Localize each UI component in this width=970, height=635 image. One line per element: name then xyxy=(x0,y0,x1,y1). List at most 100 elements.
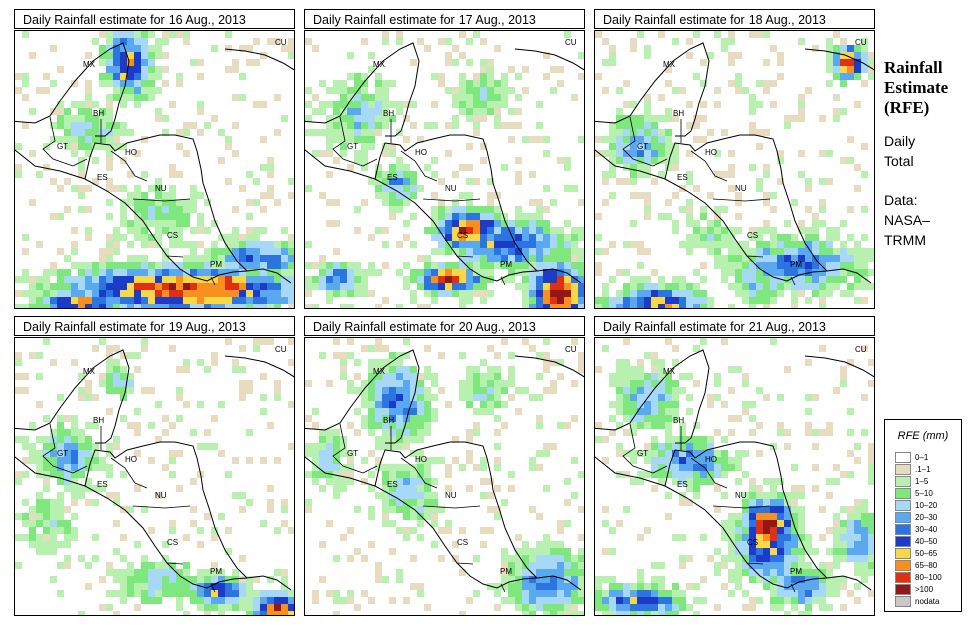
rain-cell xyxy=(176,366,183,373)
rain-cell xyxy=(431,499,438,506)
rain-cell xyxy=(515,206,522,213)
rain-cell xyxy=(43,297,50,304)
rain-cell xyxy=(473,422,480,429)
rain-cell xyxy=(113,436,120,443)
rain-cell xyxy=(106,80,113,87)
rain-cell xyxy=(564,590,571,597)
rain-cell xyxy=(473,227,480,234)
rain-cell xyxy=(595,269,602,276)
rain-cell xyxy=(658,94,665,101)
rain-cell xyxy=(487,373,494,380)
rain-cell xyxy=(22,269,29,276)
rain-cell xyxy=(487,94,494,101)
rain-cell xyxy=(623,115,630,122)
rain-cell xyxy=(141,206,148,213)
rain-cell xyxy=(382,262,389,269)
rain-cell xyxy=(218,513,225,520)
rain-cell xyxy=(791,569,798,576)
legend-swatch xyxy=(895,464,911,475)
rain-cell xyxy=(312,108,319,115)
rain-cell xyxy=(473,178,480,185)
rain-cell xyxy=(281,297,288,304)
rain-cell xyxy=(218,604,225,611)
rain-cell xyxy=(770,499,777,506)
rain-cell xyxy=(777,590,784,597)
rain-cell xyxy=(616,297,623,304)
country-label-bh: BH xyxy=(93,109,104,118)
rain-cell xyxy=(361,108,368,115)
rain-cell xyxy=(22,443,29,450)
rain-cell xyxy=(361,283,368,290)
rain-cell xyxy=(155,262,162,269)
rain-cell xyxy=(578,366,584,373)
rain-cell xyxy=(424,422,431,429)
rain-cell xyxy=(183,129,190,136)
rain-cell xyxy=(826,150,833,157)
rain-cell xyxy=(735,450,742,457)
rain-cell xyxy=(861,527,868,534)
rain-cell xyxy=(833,262,840,269)
rain-cell xyxy=(508,562,515,569)
rain-cell xyxy=(120,52,127,59)
rain-cell xyxy=(141,171,148,178)
rain-cell xyxy=(445,220,452,227)
rain-cell xyxy=(770,485,777,492)
rain-cell xyxy=(78,115,85,122)
legend-item: 1–5 xyxy=(895,476,928,487)
rain-cell xyxy=(190,255,197,262)
rain-cell xyxy=(791,464,798,471)
rain-cell xyxy=(36,436,43,443)
rain-cell xyxy=(564,248,571,255)
rain-cell xyxy=(557,541,564,548)
rain-cell xyxy=(113,576,120,583)
rain-cell xyxy=(459,262,466,269)
rain-cell xyxy=(260,520,267,527)
rain-cell xyxy=(267,485,274,492)
rain-cell xyxy=(50,450,57,457)
rain-cell xyxy=(71,534,78,541)
rain-cell xyxy=(861,248,868,255)
rain-cell xyxy=(99,283,106,290)
rain-cell xyxy=(253,248,260,255)
rain-cell xyxy=(777,429,784,436)
rain-cell xyxy=(763,492,770,499)
rain-cell xyxy=(347,450,354,457)
rain-cell xyxy=(197,290,204,297)
rain-cell xyxy=(508,276,515,283)
rain-cell xyxy=(784,548,791,555)
rain-cell xyxy=(211,604,218,611)
rain-cell xyxy=(71,297,78,304)
rain-cell xyxy=(375,164,382,171)
rain-cell xyxy=(501,276,508,283)
rain-cell xyxy=(833,31,840,38)
rain-cell xyxy=(134,269,141,276)
rain-cell xyxy=(658,115,665,122)
rain-cell xyxy=(578,283,584,290)
rain-cell xyxy=(784,583,791,590)
rain-cell xyxy=(375,227,382,234)
rain-cell xyxy=(424,499,431,506)
rain-cell xyxy=(487,248,494,255)
rain-cell xyxy=(868,380,874,387)
rain-cell xyxy=(756,485,763,492)
rain-cell xyxy=(64,443,71,450)
rain-cell xyxy=(826,590,833,597)
rain-cell xyxy=(693,478,700,485)
rainfall-panel: Daily Rainfall estimate for 19 Aug., 2013… xyxy=(14,316,297,616)
rain-cell xyxy=(536,220,543,227)
rain-cell xyxy=(162,255,169,262)
rain-cell xyxy=(36,373,43,380)
rain-cell xyxy=(693,297,700,304)
rain-cell xyxy=(211,115,218,122)
rain-cell xyxy=(665,429,672,436)
rain-cell xyxy=(106,143,113,150)
rain-cell xyxy=(847,590,854,597)
rain-cell xyxy=(854,583,861,590)
rain-cell xyxy=(36,541,43,548)
rain-cell xyxy=(770,248,777,255)
rain-cell xyxy=(431,157,438,164)
rain-cell xyxy=(375,129,382,136)
rain-cell xyxy=(92,485,99,492)
rain-cell xyxy=(749,513,756,520)
rain-cell xyxy=(361,345,368,352)
